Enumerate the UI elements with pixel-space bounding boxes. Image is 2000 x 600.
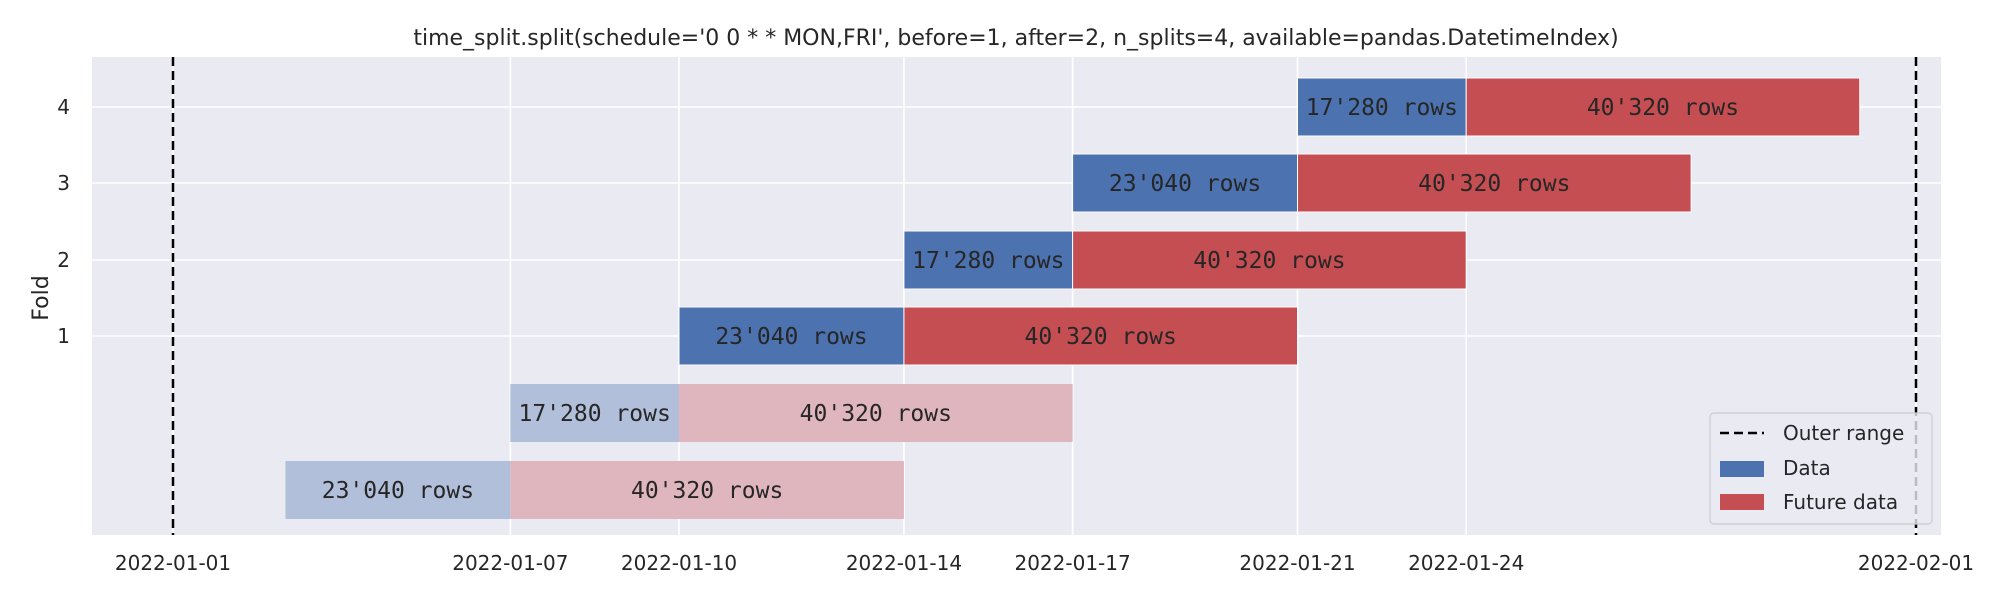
future-data-bar-label: 40'320 rows [1025, 324, 1177, 350]
x-tick-label: 2022-01-10 [621, 551, 737, 575]
future-data-bar [1465, 77, 1861, 137]
future-data-bar-label: 40'320 rows [1193, 248, 1345, 274]
y-tick-label: 4 [57, 95, 70, 119]
data-bar [510, 384, 680, 442]
x-tick-label: 2022-01-17 [1014, 551, 1130, 575]
legend: Outer range Data Future data [1709, 412, 1933, 525]
legend-outer-range-label: Outer range [1783, 421, 1904, 445]
x-tick-label: 2022-01-14 [846, 551, 962, 575]
future-data-bar [903, 306, 1299, 366]
legend-future-data-swatch [1720, 494, 1764, 510]
future-data-bar [1297, 153, 1692, 213]
future-data-bar-label: 40'320 rows [800, 401, 952, 427]
future-data-bar-label: 40'320 rows [631, 478, 783, 504]
data-bar [285, 461, 511, 519]
x-tick-label: 2022-01-01 [115, 551, 231, 575]
x-axis-ticks: 2022-01-01 2022-01-07 2022-01-10 2022-01-14… [115, 551, 1974, 575]
future-data-bar-label: 40'320 rows [1587, 95, 1739, 121]
y-axis-label: Fold [29, 275, 54, 320]
bar-labels: 23'040 rows 40'320 rows 17'280 rows 40'320 … [322, 95, 1739, 504]
data-bar [1072, 153, 1299, 213]
legend-future-data-label: Future data [1783, 490, 1898, 514]
plot-area [92, 57, 1941, 535]
y-axis-ticks: 1 2 3 4 [57, 95, 70, 348]
future-data-bar-label: 40'320 rows [1418, 171, 1570, 197]
y-tick-label: 2 [57, 248, 70, 272]
x-tick-label: 2022-01-07 [452, 551, 568, 575]
data-bar [1297, 77, 1467, 137]
bars [285, 77, 1861, 519]
future-data-bar [1072, 230, 1467, 290]
x-tick-label: 2022-02-01 [1858, 551, 1974, 575]
y-tick-label: 1 [57, 324, 70, 348]
data-bar-label: 23'040 rows [322, 478, 474, 504]
chart-title: time_split.split(schedule='0 0 * * MON,F… [413, 26, 1618, 51]
x-tick-label: 2022-01-24 [1408, 551, 1524, 575]
data-bar-label: 17'280 rows [519, 401, 671, 427]
data-bar-label: 23'040 rows [1109, 171, 1261, 197]
data-bar-label: 17'280 rows [1306, 95, 1458, 121]
data-bar [903, 230, 1074, 290]
data-bar-label: 23'040 rows [715, 324, 867, 350]
future-data-bar [510, 461, 904, 519]
legend-data-swatch [1720, 461, 1764, 477]
future-data-bar [679, 384, 1073, 442]
data-bar-label: 17'280 rows [912, 248, 1064, 274]
x-tick-label: 2022-01-21 [1239, 551, 1355, 575]
legend-data-label: Data [1783, 456, 1831, 480]
legend-box [1709, 412, 1933, 525]
y-tick-label: 3 [57, 171, 70, 195]
